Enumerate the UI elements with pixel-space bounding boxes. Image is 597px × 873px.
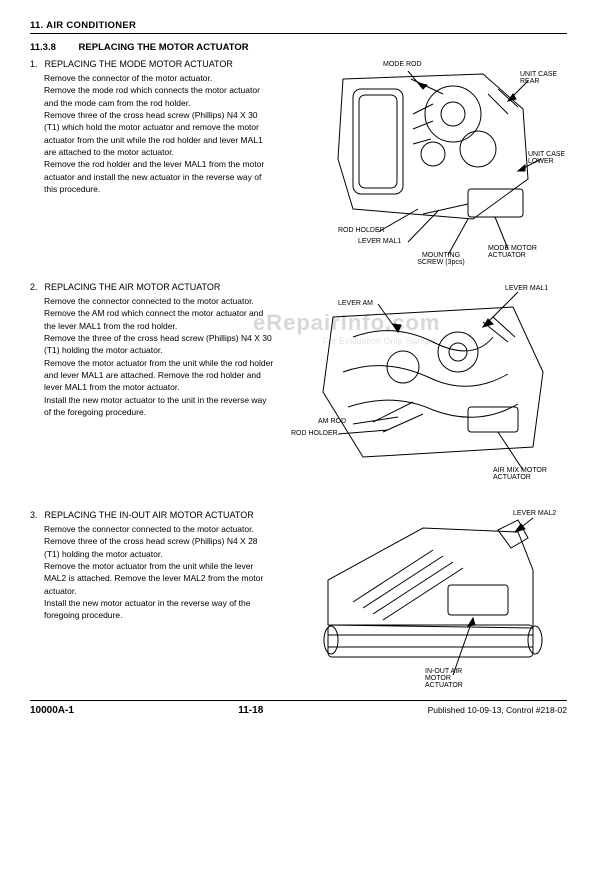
para: Remove the three of the cross head screw… [44,332,275,357]
header-rule: 11. AIR CONDITIONER [30,20,567,34]
step-title-text: REPLACING THE AIR MOTOR ACTUATOR [45,282,221,292]
diagram-column: LEVER MAL2 IN-OUT AIR MOTOR ACTUATOR [283,510,567,690]
para: Remove the rod holder and the lever MAL1… [44,158,275,195]
step-body: Remove the connector of the motor actuat… [30,72,275,195]
section-title-text: REPLACING THE MOTOR ACTUATOR [79,42,249,53]
footer-left: 10000A-1 [30,705,74,716]
footer-center: 11-18 [238,705,263,716]
diagram-label: IN-OUT AIR MOTOR ACTUATOR [425,668,475,689]
step-number: 1. [30,59,42,69]
step-title: 2. REPLACING THE AIR MOTOR ACTUATOR [30,282,275,292]
diagram-label: MODE ROD [383,61,422,68]
para: Remove three of the cross head screw (Ph… [44,535,275,560]
page: 11. AIR CONDITIONER 11.3.8 REPLACING THE… [0,0,597,731]
step-title: 1. REPLACING THE MODE MOTOR ACTUATOR [30,59,275,69]
text-column: 1. REPLACING THE MODE MOTOR ACTUATOR Rem… [30,59,283,195]
para: Remove the connector connected to the mo… [44,523,275,535]
para: Remove the motor actuator from the unit … [44,357,275,394]
para: Remove the mode rod which connects the m… [44,84,275,109]
para: Remove the motor actuator from the unit … [44,560,275,597]
diagram-label: UNIT CASE REAR [520,71,560,85]
step-block-2: 2. REPLACING THE AIR MOTOR ACTUATOR Remo… [30,282,567,492]
diagram-label: MOUNTING SCREW (3pcs) [416,252,466,266]
text-column: 3. REPLACING THE IN-OUT AIR MOTOR ACTUAT… [30,510,283,622]
step-body: Remove the connector connected to the mo… [30,523,275,622]
page-footer: 10000A-1 11-18 Published 10-09-13, Contr… [30,700,567,716]
step-body: Remove the connector connected to the mo… [30,295,275,418]
step-number: 2. [30,282,42,292]
diagram-label: LEVER MAL1 [358,238,401,245]
mode-actuator-diagram [283,59,563,264]
inout-actuator-diagram [283,510,563,690]
diagram-label: ROD HOLDER [338,227,385,234]
step-block-3: 3. REPLACING THE IN-OUT AIR MOTOR ACTUAT… [30,510,567,690]
diagram-label: LEVER MAL2 [513,510,556,517]
para: Remove three of the cross head screw (Ph… [44,109,275,158]
para: Remove the connector of the motor actuat… [44,72,275,84]
step-title-text: REPLACING THE IN-OUT AIR MOTOR ACTUATOR [45,510,254,520]
diagram-column: MODE ROD UNIT CASE REAR UNIT CASE LOWER … [283,59,567,264]
step-number: 3. [30,510,42,520]
section-number: 11.3.8 [30,42,56,53]
para: Install the new motor actuator to the un… [44,394,275,419]
text-column: 2. REPLACING THE AIR MOTOR ACTUATOR Remo… [30,282,283,418]
step-title-text: REPLACING THE MODE MOTOR ACTUATOR [45,59,233,69]
step-title: 3. REPLACING THE IN-OUT AIR MOTOR ACTUAT… [30,510,275,520]
header-title: 11. AIR CONDITIONER [30,20,136,31]
para: Remove the connector connected to the mo… [44,295,275,307]
footer-right: Published 10-09-13, Control #218-02 [428,705,567,716]
diagram-label: MODE MOTOR ACTUATOR [488,245,548,259]
step-block-1: 1. REPLACING THE MODE MOTOR ACTUATOR Rem… [30,59,567,264]
para: Remove the AM rod which connect the moto… [44,307,275,332]
diagram-label: UNIT CASE LOWER [528,151,568,165]
diagram-column: eRepairInfo.com For Evaluation Only. Sam… [283,282,567,492]
section-heading: 11.3.8 REPLACING THE MOTOR ACTUATOR [30,42,567,53]
para: Install the new motor actuator in the re… [44,597,275,622]
air-actuator-diagram [283,282,563,492]
